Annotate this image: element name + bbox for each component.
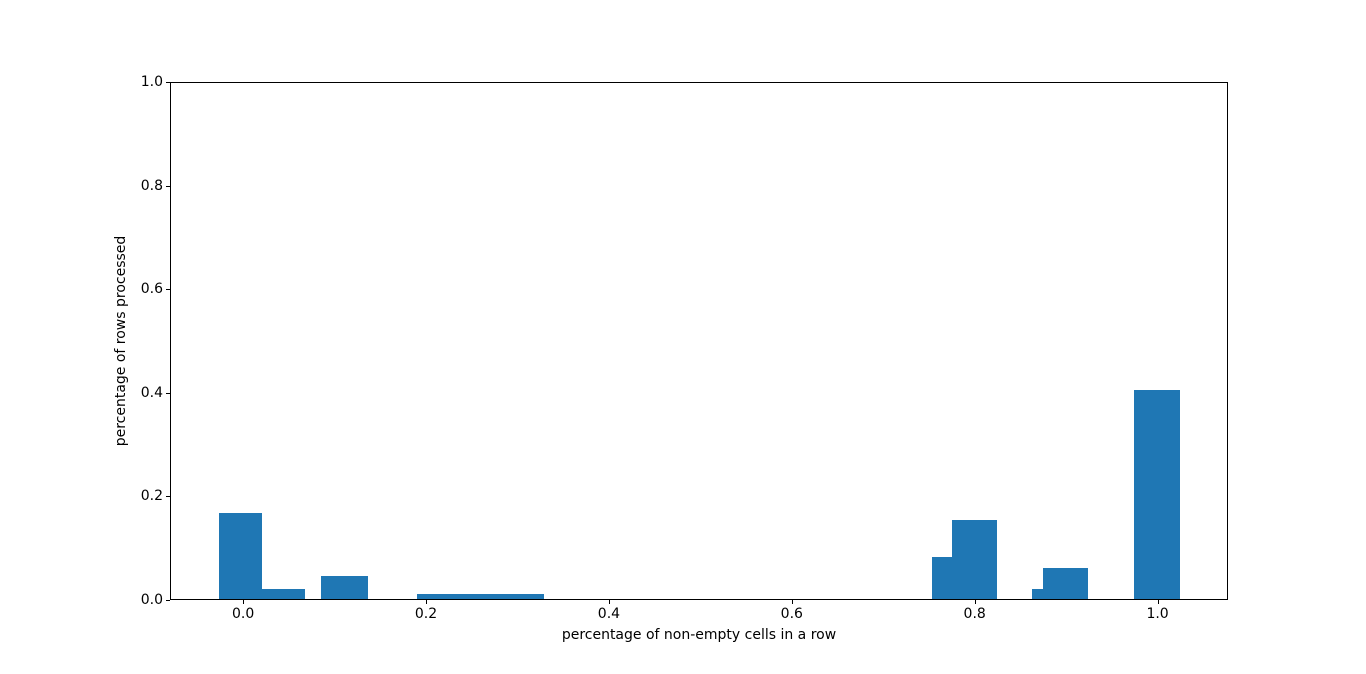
histogram-bar [952, 520, 997, 600]
y-tick-label: 0.6 [140, 281, 163, 298]
x-tick-mark [426, 600, 427, 604]
y-tick-mark [166, 289, 170, 290]
y-tick-label: 1.0 [140, 74, 163, 90]
y-tick-label: 0.0 [140, 592, 163, 608]
x-tick-label: 0.0 [232, 606, 255, 622]
histogram-bar [417, 594, 544, 600]
y-tick-mark [166, 496, 170, 497]
y-tick-label: 0.2 [140, 488, 163, 505]
x-tick-mark [243, 600, 244, 604]
histogram-bar [219, 513, 262, 600]
x-tick-mark [609, 600, 610, 604]
x-tick-label: 1.0 [1146, 606, 1169, 622]
x-axis-label: percentage of non-empty cells in a row [561, 627, 837, 643]
histogram-bar [1043, 568, 1088, 600]
histogram-bar [1134, 390, 1180, 600]
x-tick-label: 0.8 [963, 606, 986, 622]
y-tick-mark [166, 393, 170, 394]
y-tick-mark [166, 600, 170, 601]
y-tick-mark [166, 186, 170, 187]
histogram-bar [262, 589, 305, 600]
x-tick-label: 0.2 [414, 606, 438, 622]
histogram-bar [321, 576, 368, 600]
histogram-bar [1032, 589, 1043, 600]
histogram-bar [932, 557, 952, 600]
y-tick-label: 0.8 [140, 177, 163, 194]
x-tick-mark [975, 600, 976, 604]
bars-layer [170, 82, 1228, 600]
x-tick-label: 0.4 [597, 606, 621, 622]
y-tick-label: 0.4 [140, 384, 163, 401]
x-tick-label: 0.6 [780, 606, 803, 622]
x-tick-mark [1158, 600, 1159, 604]
y-tick-mark [166, 82, 170, 83]
x-tick-mark [792, 600, 793, 604]
